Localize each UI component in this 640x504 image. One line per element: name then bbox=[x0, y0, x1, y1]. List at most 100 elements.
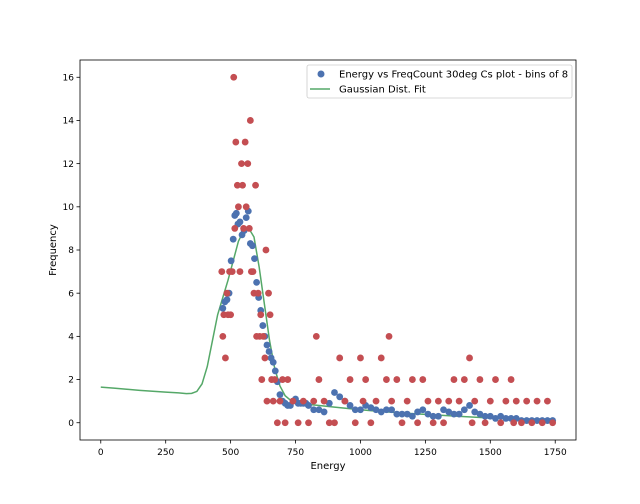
legend-label-scatter: Energy vs FreqCount 30deg Cs plot - bins… bbox=[339, 70, 568, 81]
red-data-point bbox=[502, 397, 510, 405]
red-data-point bbox=[249, 268, 257, 275]
red-data-point bbox=[492, 376, 499, 383]
red-data-point bbox=[236, 268, 244, 275]
blue-data-point bbox=[259, 322, 267, 329]
blue-data-point bbox=[419, 406, 427, 414]
red-data-point bbox=[325, 419, 333, 427]
red-data-point bbox=[228, 268, 236, 275]
blue-data-point bbox=[486, 412, 494, 420]
red-data-point bbox=[239, 181, 246, 189]
red-data-point bbox=[269, 397, 277, 405]
red-data-point bbox=[331, 419, 338, 427]
red-data-point bbox=[351, 419, 359, 427]
blue-data-point bbox=[455, 410, 463, 418]
red-data-point bbox=[281, 419, 289, 427]
blue-data-point bbox=[249, 242, 256, 250]
red-data-point bbox=[261, 354, 269, 362]
red-data-point bbox=[279, 376, 286, 383]
blue-data-point bbox=[544, 417, 551, 424]
red-data-point bbox=[266, 311, 274, 319]
red-data-point bbox=[238, 160, 245, 168]
red-data-point bbox=[240, 225, 248, 232]
red-data-point bbox=[305, 419, 312, 427]
red-data-point bbox=[232, 138, 240, 146]
blue-data-point bbox=[265, 348, 273, 355]
blue-data-point bbox=[325, 399, 333, 407]
red-data-point bbox=[242, 203, 250, 211]
blue-data-point bbox=[476, 410, 484, 418]
blue-data-point bbox=[398, 410, 406, 418]
red-data-point bbox=[538, 419, 546, 427]
red-data-point bbox=[246, 117, 254, 124]
blue-data-point bbox=[331, 389, 338, 396]
red-data-point bbox=[510, 419, 518, 427]
red-data-point bbox=[481, 419, 489, 427]
red-data-point bbox=[367, 419, 375, 427]
red-data-point bbox=[486, 397, 494, 405]
blue-data-point bbox=[460, 406, 468, 414]
gaussian-fit-line bbox=[100, 227, 556, 422]
red-data-point bbox=[460, 376, 468, 383]
x-tick-label: 1750 bbox=[544, 448, 567, 458]
blue-data-point bbox=[497, 412, 505, 420]
legend: Energy vs FreqCount 30deg Cs plot - bins… bbox=[306, 64, 573, 99]
plot-frame bbox=[79, 59, 577, 441]
red-data-point bbox=[476, 376, 484, 383]
red-data-point bbox=[244, 160, 252, 168]
red-data-point bbox=[284, 376, 292, 383]
blue-data-point bbox=[440, 406, 447, 414]
red-data-point bbox=[265, 289, 272, 297]
red-data-point bbox=[336, 354, 344, 362]
red-data-point bbox=[252, 181, 259, 189]
y-tick-label: 0 bbox=[68, 419, 74, 429]
red-data-point bbox=[357, 354, 364, 362]
y-tick-label: 2 bbox=[68, 376, 74, 386]
red-data-point bbox=[262, 246, 270, 254]
blue-data-point bbox=[227, 257, 235, 265]
red-data-point bbox=[518, 419, 525, 427]
red-data-point bbox=[398, 419, 406, 427]
blue-data-point bbox=[315, 406, 323, 414]
blue-data-point bbox=[409, 412, 416, 420]
red-data-point bbox=[362, 376, 370, 383]
red-data-point bbox=[310, 397, 318, 405]
red-data-point bbox=[227, 311, 235, 319]
red-data-point bbox=[299, 397, 307, 405]
y-tick-label: 6 bbox=[68, 289, 74, 299]
red-data-point bbox=[424, 397, 432, 405]
red-data-point bbox=[223, 289, 231, 297]
blue-data-point bbox=[351, 406, 359, 414]
blue-data-point bbox=[471, 408, 479, 416]
red-data-point bbox=[512, 397, 520, 405]
blue-data-point bbox=[424, 410, 432, 418]
blue-data-point bbox=[320, 408, 328, 416]
red-data-point bbox=[241, 138, 249, 146]
red-data-point bbox=[271, 376, 279, 383]
blue-data-point bbox=[251, 255, 258, 263]
blue-data-point bbox=[229, 235, 237, 243]
x-tick-label: 750 bbox=[287, 448, 304, 458]
red-data-point bbox=[414, 419, 421, 427]
red-data-point bbox=[273, 419, 281, 427]
x-tick-label: 250 bbox=[157, 448, 174, 458]
blue-data-point bbox=[492, 415, 499, 422]
red-data-point bbox=[289, 397, 297, 405]
legend-box bbox=[306, 64, 573, 99]
red-data-point bbox=[528, 419, 536, 427]
blue-data-point bbox=[242, 214, 250, 222]
red-data-point bbox=[533, 397, 541, 405]
y-axis-label: Frequency bbox=[48, 224, 59, 276]
legend-scatter-marker bbox=[317, 70, 325, 78]
x-tick-label: 1500 bbox=[479, 448, 502, 458]
red-data-point bbox=[254, 289, 262, 297]
red-data-point bbox=[218, 268, 226, 275]
red-data-point bbox=[320, 397, 328, 405]
blue-data-point bbox=[310, 406, 318, 414]
red-data-point bbox=[372, 397, 380, 405]
y-tick-label: 10 bbox=[63, 203, 75, 213]
blue-data-point bbox=[429, 412, 437, 420]
blue-data-point bbox=[414, 408, 421, 416]
blue-data-point bbox=[271, 367, 279, 375]
blue-data-point bbox=[346, 402, 354, 409]
